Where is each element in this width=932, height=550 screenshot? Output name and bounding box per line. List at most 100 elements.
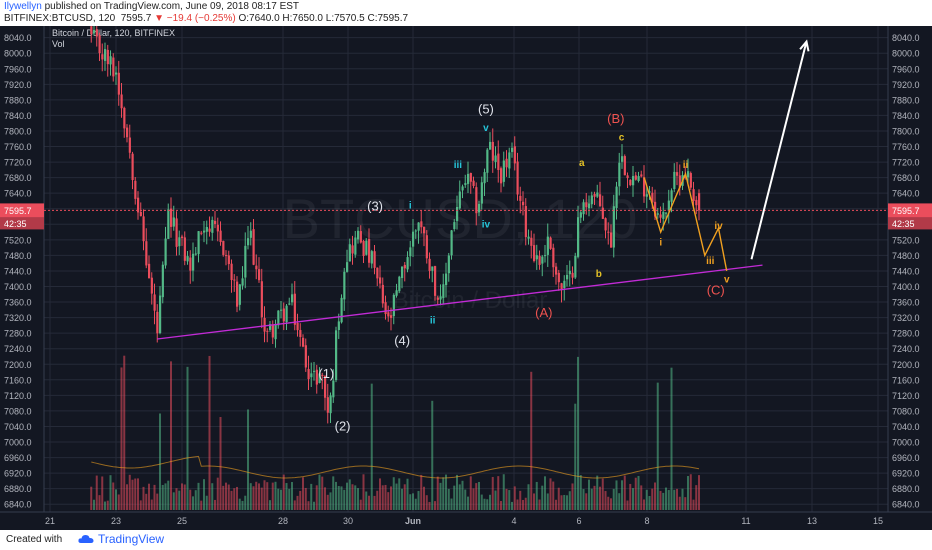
volume-bar xyxy=(106,500,109,510)
candle-body xyxy=(406,257,409,270)
volume-bar xyxy=(522,499,524,510)
candle-body xyxy=(464,183,467,185)
wave-label[interactable]: v xyxy=(724,275,730,286)
volume-bar xyxy=(318,474,321,510)
volume-bar xyxy=(577,356,579,510)
candle-body xyxy=(588,203,591,209)
wave-label[interactable]: (1) xyxy=(318,366,334,381)
candle-body xyxy=(307,369,310,380)
candle xyxy=(568,260,571,287)
candle-body xyxy=(436,297,439,300)
support-trendline[interactable] xyxy=(157,264,763,340)
wave-label[interactable]: iii xyxy=(454,160,463,171)
volume-bar xyxy=(665,487,667,510)
wave-label[interactable]: v xyxy=(483,123,489,134)
volume-bar xyxy=(359,499,362,510)
volume-bar xyxy=(252,486,255,510)
wave-label[interactable]: (4) xyxy=(394,333,410,348)
volume-bar xyxy=(494,490,497,510)
wave-label[interactable]: i xyxy=(659,238,662,249)
volume-bar xyxy=(557,487,560,510)
candle xyxy=(359,225,362,244)
tradingview-logo[interactable]: TradingView xyxy=(78,532,164,546)
volume-bar xyxy=(109,475,112,510)
volume-bar xyxy=(568,491,571,510)
bullish-arrow[interactable] xyxy=(750,39,810,260)
volume-bar xyxy=(134,478,137,510)
candle-body xyxy=(252,229,255,265)
wave-label[interactable]: iv xyxy=(482,219,491,230)
volume-bar xyxy=(332,476,335,510)
wave-label[interactable]: (A) xyxy=(535,305,552,320)
wave-label[interactable]: b xyxy=(596,269,602,280)
wave-projection-path[interactable] xyxy=(643,171,728,272)
candle-body xyxy=(343,271,346,300)
candle xyxy=(464,174,467,188)
wave-label[interactable]: a xyxy=(579,158,585,169)
candle-body xyxy=(164,238,167,266)
volume-bar xyxy=(681,488,684,510)
author-link[interactable]: Ilywellyn xyxy=(4,1,42,12)
volume-bar xyxy=(390,486,392,510)
candle xyxy=(472,176,475,189)
wave-label[interactable]: iv xyxy=(714,221,723,232)
y-tick-label: 7160.0 xyxy=(4,375,32,385)
candle-body xyxy=(368,239,371,263)
wave-label[interactable]: (C) xyxy=(707,282,725,297)
candle xyxy=(159,286,162,335)
candle-body xyxy=(659,214,662,218)
volume-bar xyxy=(673,489,676,510)
candle xyxy=(299,323,302,347)
volume-bar xyxy=(566,495,568,510)
candle-body xyxy=(181,236,184,239)
volume-bar xyxy=(634,477,637,510)
x-tick-label: 11 xyxy=(741,516,750,526)
candle xyxy=(585,192,588,215)
candle xyxy=(497,140,500,183)
volume-bar xyxy=(574,403,577,510)
x-tick-label: 23 xyxy=(111,516,121,526)
y-tick-label: 7800.0 xyxy=(892,126,920,136)
candle xyxy=(291,283,294,306)
volume-bar xyxy=(200,500,203,510)
candle xyxy=(161,261,164,304)
wave-label[interactable]: (5) xyxy=(478,101,494,116)
countdown-badge xyxy=(888,217,932,230)
price-chart[interactable]: 8040.0 8000.0 7960.0 7920.0 7880.0 7840.0 7800… xyxy=(0,26,932,530)
candle xyxy=(302,334,305,348)
candle xyxy=(101,43,104,72)
wave-label[interactable]: i xyxy=(409,201,412,212)
wave-label[interactable]: ii xyxy=(683,160,689,171)
volume-bar xyxy=(381,485,384,510)
wave-label[interactable]: (B) xyxy=(607,111,624,126)
volume-bar xyxy=(117,494,120,510)
candle-body xyxy=(546,236,549,255)
candle-body xyxy=(258,269,261,281)
volume-bar xyxy=(189,489,192,510)
volume-bar xyxy=(255,481,258,510)
volume-bar xyxy=(555,499,557,510)
volume-bar xyxy=(258,483,260,510)
wave-label[interactable]: (3) xyxy=(367,199,383,214)
candle-body xyxy=(153,294,156,311)
candle-body xyxy=(607,231,610,233)
candle xyxy=(552,243,555,278)
wave-label[interactable]: (2) xyxy=(335,418,351,433)
candle xyxy=(480,176,483,210)
volume-bar xyxy=(115,489,117,510)
wave-label[interactable]: c xyxy=(619,133,625,144)
y-tick-label: 6920.0 xyxy=(4,469,32,479)
y-tick-label: 7680.0 xyxy=(892,173,920,183)
candle-body xyxy=(315,369,318,385)
wave-label[interactable]: ii xyxy=(430,315,436,326)
candle xyxy=(486,148,489,182)
wave-label[interactable]: iii xyxy=(706,256,715,267)
last-price-badge-left xyxy=(0,203,44,218)
volume-bar xyxy=(285,483,288,510)
candle xyxy=(563,275,566,301)
y-tick-label: 7360.0 xyxy=(892,298,920,308)
candle xyxy=(145,228,148,269)
candle xyxy=(112,53,115,82)
candle xyxy=(566,265,569,287)
volume-bar xyxy=(472,488,475,510)
